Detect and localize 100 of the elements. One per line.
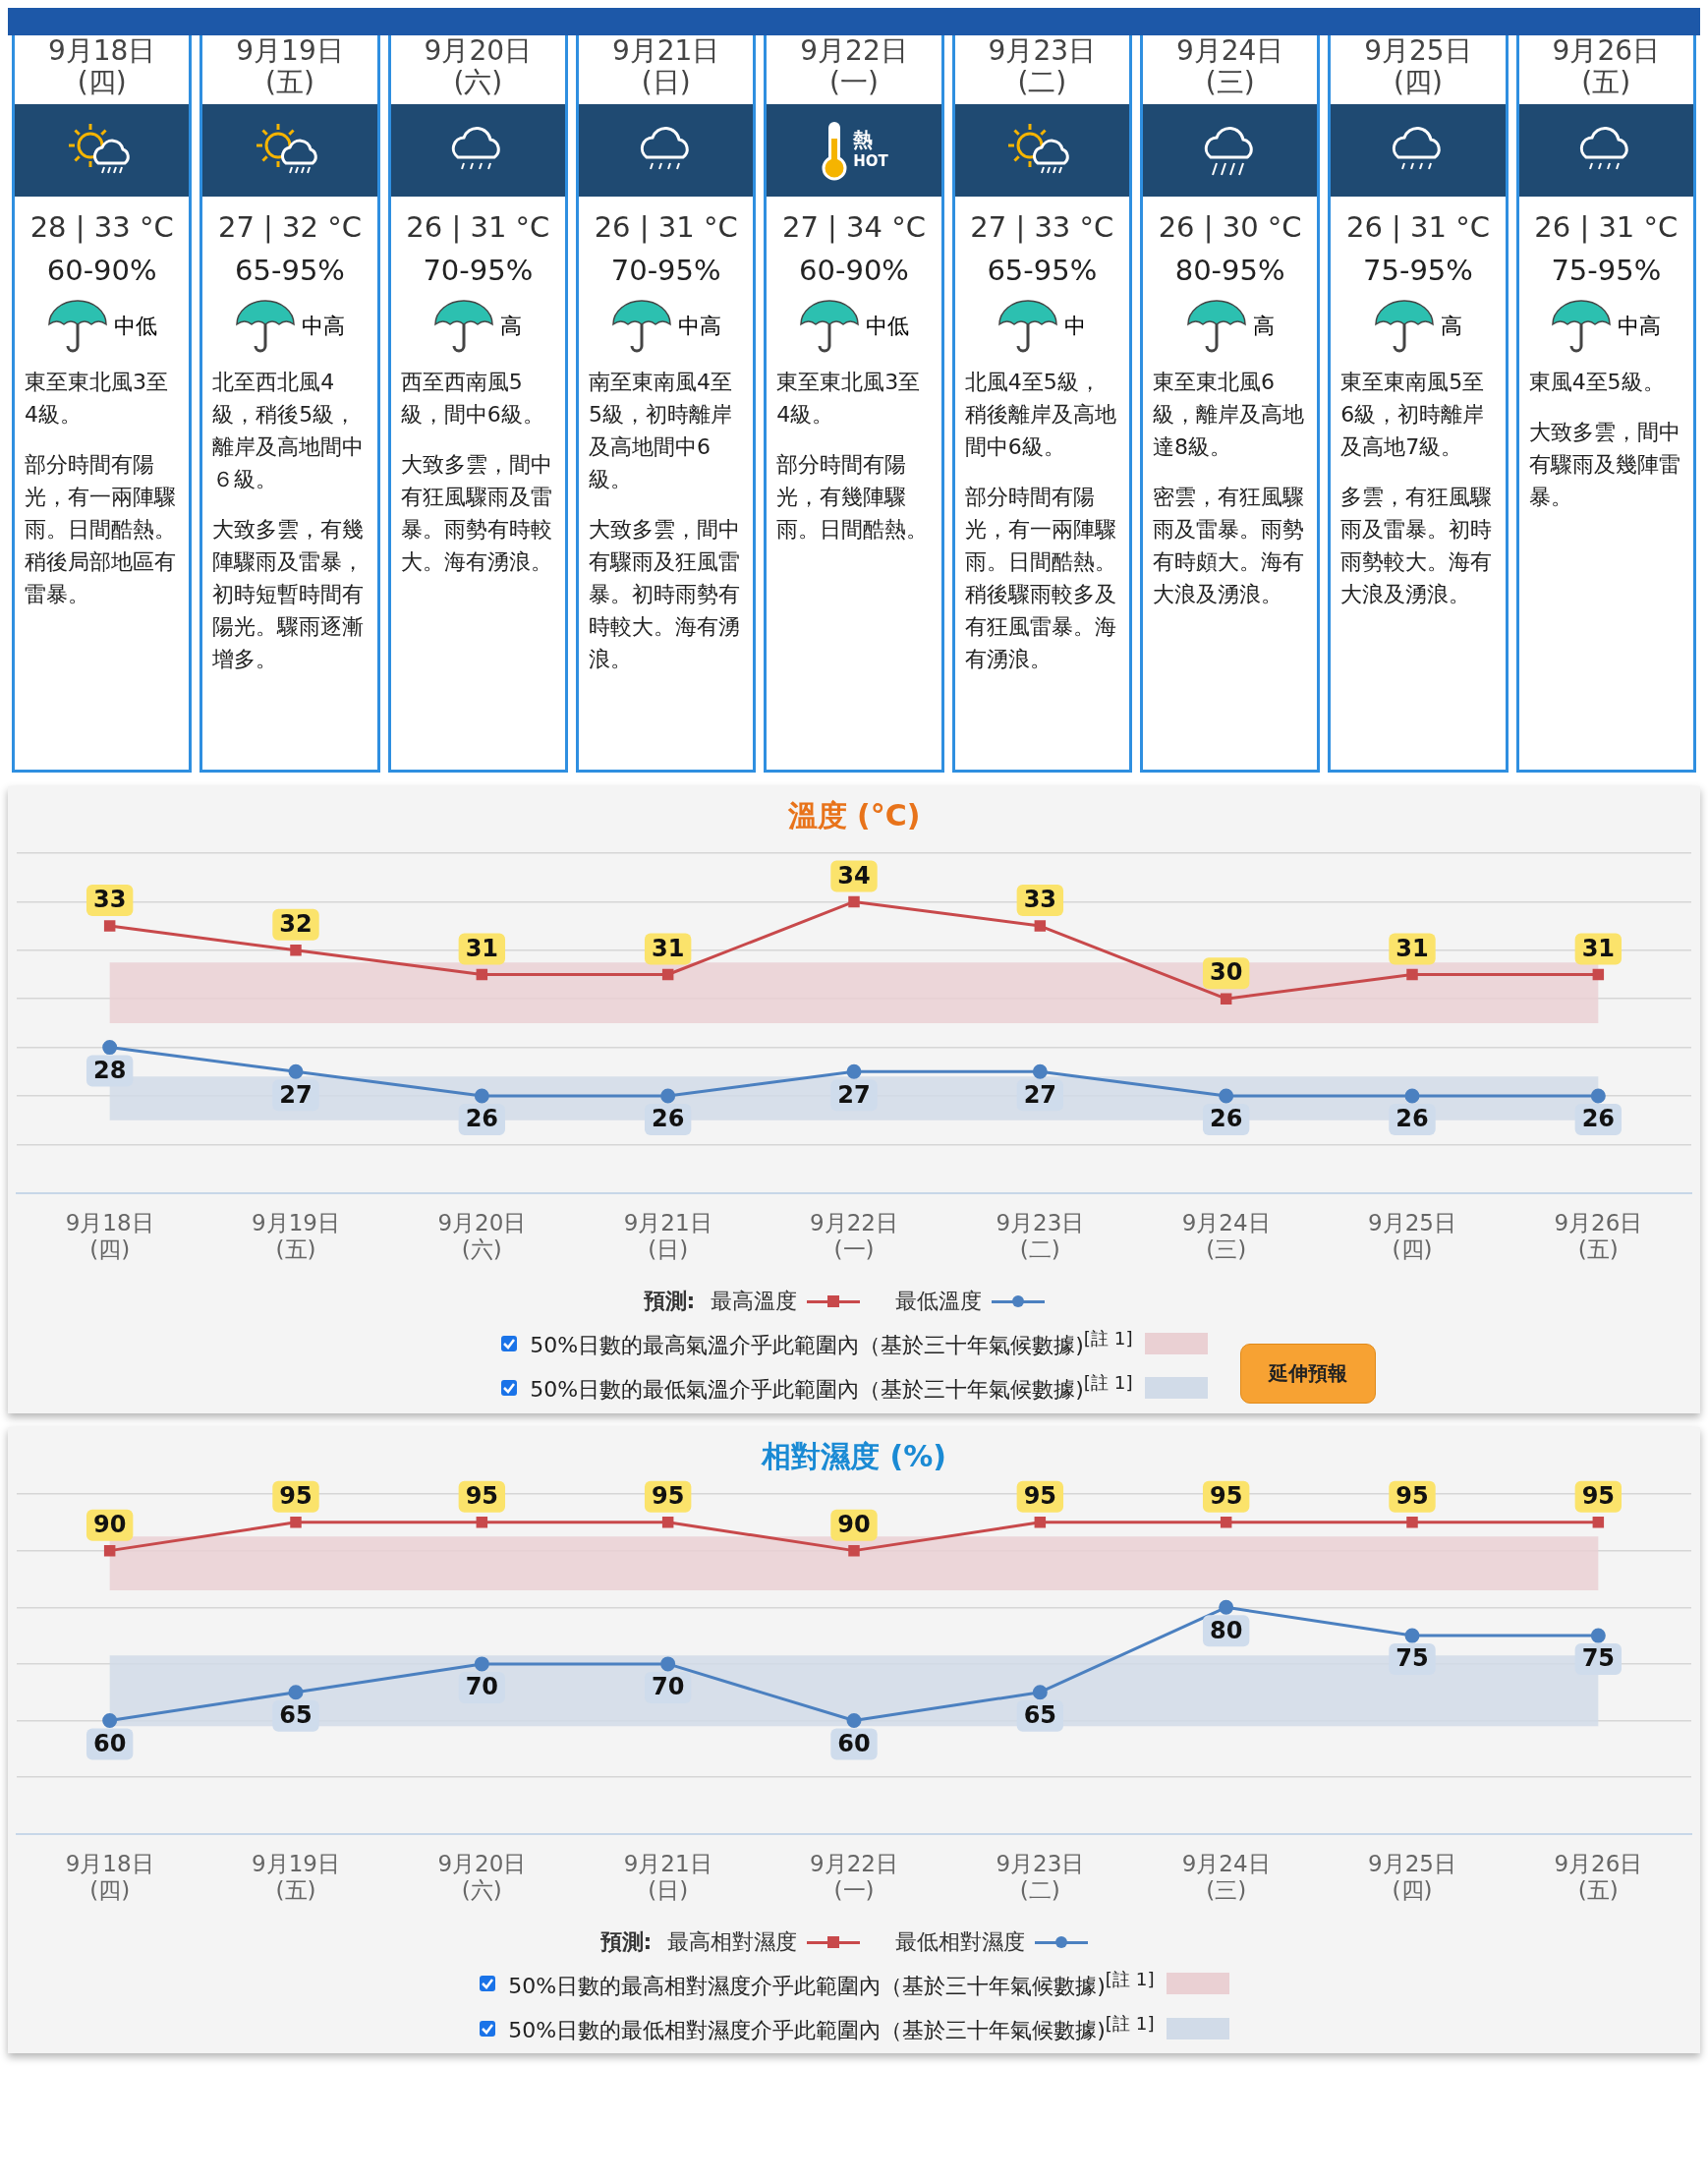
data-label: 65 [279, 1700, 313, 1729]
point [290, 945, 302, 956]
x-tick-label: 9月24日 (三) [1181, 1209, 1271, 1263]
x-tick-label: 9月19日 (五) [252, 1209, 340, 1263]
data-label: 27 [837, 1080, 871, 1109]
data-label: 70 [651, 1672, 685, 1700]
text: 9月21日 [610, 34, 721, 67]
point [103, 920, 116, 932]
text: 東至東北風3至4級。 [24, 369, 169, 429]
text: 70-95% [609, 254, 722, 287]
point [1406, 1516, 1418, 1528]
x-tick-label: 9月18日 (四) [65, 1209, 154, 1263]
text: 80-95% [1173, 254, 1286, 287]
legend-label: 50%日數的最高相對濕度介乎此範圍內（基於三十年氣候數據)$^{[註 1]}$ [508, 1967, 1155, 2000]
legend-label: 最低相對濕度 [895, 1927, 1026, 1956]
point [1590, 1088, 1606, 1104]
text: 中高 [677, 313, 721, 340]
data-label: 26 [651, 1105, 685, 1133]
data-label: 95 [1395, 1481, 1429, 1510]
point [1219, 1599, 1234, 1615]
point [476, 1516, 488, 1528]
legend-label: 50%日數的最低相對濕度介乎此範圍內（基於三十年氣候數據)$^{[註 1]}$ [508, 2012, 1155, 2045]
legend-label: 最高溫度 [711, 1288, 798, 1315]
chart-title: 溫度 (°C) [786, 797, 921, 833]
x-tick-label: 9月24日 (三) [1181, 1850, 1271, 1903]
text: 中低 [865, 313, 909, 340]
legend-label: 50%日數的最高氣溫介乎此範圍內（基於三十年氣候數據)$^{[註 1]}$ [530, 1327, 1133, 1360]
data-label: 31 [651, 934, 685, 962]
data-label: 95 [1023, 1481, 1057, 1510]
text: (六) [452, 66, 504, 98]
data-label: 95 [465, 1481, 499, 1510]
legend-label: 50%日數的最低氣溫介乎此範圍內（基於三十年氣候數據)$^{[註 1]}$ [530, 1371, 1133, 1405]
point [1404, 1088, 1420, 1104]
text: 延伸預報 [1240, 1344, 1376, 1404]
text: 9月25日 [1363, 34, 1473, 67]
text: 28 | 33 °C [28, 210, 175, 244]
text: 65-95% [234, 254, 346, 287]
text: 密雲，有狂風驟雨及雷暴。雨勢有時頗大。海有大浪及湧浪。 [1151, 484, 1305, 608]
data-label: 31 [1395, 934, 1429, 962]
point [288, 1063, 304, 1079]
data-label: 31 [1581, 934, 1616, 962]
point [846, 1712, 862, 1728]
text: 26 | 31 °C [593, 210, 739, 244]
point [1592, 1516, 1605, 1528]
text: 27 | 32 °C [217, 210, 363, 244]
data-label: 28 [92, 1056, 127, 1084]
text: 北至西北風4級，稍後5級，離岸及高地間中６級。 [211, 369, 366, 493]
data-label: 26 [1581, 1105, 1616, 1133]
point [288, 1684, 304, 1699]
data-label: 80 [1209, 1616, 1243, 1644]
point [1034, 920, 1047, 932]
text: 部分時間有陽光，有一兩陣驟雨。日間酷熱。稍後局部地區有雷暴。 [24, 451, 177, 608]
legend-label: 最低溫度 [895, 1288, 983, 1315]
x-tick-label: 9月18日 (四) [65, 1850, 154, 1903]
x-tick-label: 9月25日 (四) [1368, 1209, 1456, 1263]
point [848, 895, 860, 908]
text: 60-90% [798, 254, 910, 287]
text: 大致多雲，間中有驟雨及狂風雷暴。初時雨勢有時較大。海有湧浪。 [588, 516, 741, 673]
text: 9月24日 [1174, 34, 1285, 67]
text: 大致多雲，有幾陣驟雨及雷暴，初時短暫時間有陽光。驟雨逐漸增多。 [211, 516, 366, 673]
text: 熱 [853, 128, 875, 151]
x-tick-label: 9月25日 (四) [1368, 1850, 1456, 1903]
text: 中高 [1618, 313, 1662, 340]
text: 70-95% [422, 254, 535, 287]
text: (四) [1393, 66, 1444, 98]
point [103, 1544, 116, 1557]
text: (五) [264, 66, 315, 98]
data-label: 27 [1023, 1080, 1057, 1109]
point [1592, 968, 1605, 981]
text: (五) [1580, 66, 1632, 98]
point [1220, 993, 1232, 1005]
text: (三) [1204, 66, 1256, 98]
point [290, 1516, 302, 1528]
text: 高 [1440, 313, 1462, 340]
text: 東至東南風5至6級，初時離岸及高地7級。 [1339, 369, 1486, 461]
text: 26 | 31 °C [1344, 210, 1491, 244]
text: 75-95% [1362, 254, 1474, 287]
data-label: 27 [279, 1080, 313, 1109]
point [846, 1063, 862, 1079]
point [1034, 1516, 1047, 1528]
data-label: 32 [279, 910, 313, 939]
data-label: 33 [1023, 886, 1057, 914]
data-label: 60 [837, 1729, 871, 1757]
data-label: 75 [1395, 1643, 1429, 1672]
x-tick-label: 9月23日 (二) [996, 1850, 1085, 1903]
text: 9月19日 [235, 34, 345, 67]
point [474, 1088, 489, 1104]
data-label: 95 [1209, 1481, 1243, 1510]
point [1032, 1684, 1048, 1699]
point [474, 1656, 489, 1672]
data-label: 75 [1581, 1643, 1616, 1672]
point [102, 1712, 118, 1728]
x-tick-label: 9月22日 (一) [810, 1850, 898, 1903]
point [1590, 1628, 1606, 1643]
text: 大致多雲，間中有狂風驟雨及雷暴。雨勢有時較大。海有湧浪。 [399, 451, 553, 576]
x-tick-label: 9月19日 (五) [252, 1850, 340, 1903]
point [1220, 1516, 1232, 1528]
x-tick-label: 9月20日 (六) [437, 1850, 527, 1903]
text: 部分時間有陽光，有幾陣驟雨。日間酷熱。 [775, 451, 930, 544]
text: (二) [1016, 66, 1068, 98]
